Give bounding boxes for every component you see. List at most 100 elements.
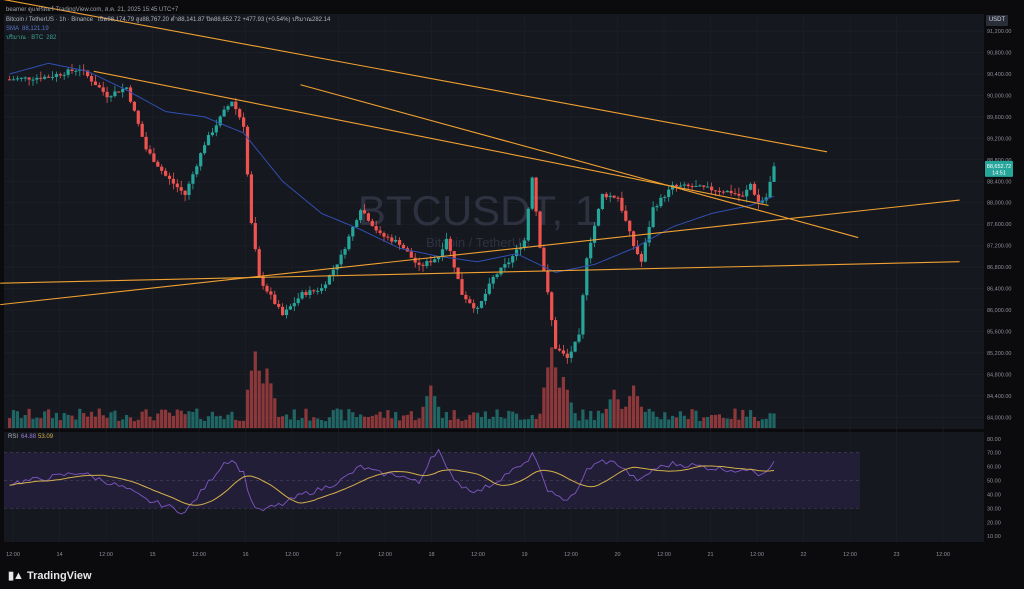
trendline xyxy=(300,84,859,239)
sma-label[interactable]: SMA xyxy=(6,26,20,32)
time-axis: 12:00 14 12:00 15 12:00 16 12:00 17 12:00 18 12:00… xyxy=(6,552,950,558)
candle-body xyxy=(230,101,234,107)
candle-body xyxy=(257,249,261,277)
volume-bar xyxy=(27,408,31,428)
candle-body xyxy=(472,303,476,309)
volume-bar xyxy=(125,414,129,428)
rsi-tick-label: 10.00 xyxy=(987,534,1001,540)
candle-body xyxy=(569,351,573,358)
trendline xyxy=(0,261,960,284)
candle-body xyxy=(382,233,386,237)
volume-bar xyxy=(97,408,101,428)
candle-body xyxy=(351,226,355,237)
volume-bar xyxy=(320,420,324,428)
candle-body xyxy=(659,197,663,207)
volume-bar xyxy=(374,414,378,428)
candle-body xyxy=(721,191,725,193)
volume-bar xyxy=(366,417,370,428)
watermark-symbol: BTCUSDT, 1 xyxy=(358,187,598,234)
volume-bar xyxy=(538,413,542,428)
tv-logo-icon: ▮▲ xyxy=(8,570,24,582)
volume-bar xyxy=(608,399,612,428)
volume-bar xyxy=(476,412,480,428)
legend-ohlc: เปิด88,174.79 สูง88,767.20 ต่ำ88,141.87 … xyxy=(97,17,331,23)
candle-body xyxy=(210,132,214,136)
candle-body xyxy=(589,242,593,259)
candle-body xyxy=(160,166,164,171)
candle-body xyxy=(74,70,78,72)
candle-body xyxy=(600,193,604,209)
volume-label[interactable]: ปริมาณ · BTC xyxy=(6,35,44,41)
volume-bar xyxy=(156,413,160,428)
candle-body xyxy=(249,174,253,224)
volume-bar xyxy=(659,419,663,428)
tradingview-logo[interactable]: ▮▲ TradingView xyxy=(8,569,92,582)
volume-bar xyxy=(144,409,148,428)
volume-bar xyxy=(74,419,78,428)
volume-bar xyxy=(323,421,328,428)
candle-body xyxy=(187,183,191,195)
candle-body xyxy=(737,193,741,196)
volume-bar xyxy=(760,419,764,428)
volume-bar xyxy=(573,413,577,428)
candle-body xyxy=(460,279,464,295)
volume-bar xyxy=(253,351,257,428)
volume-bar xyxy=(448,420,452,428)
candle-body xyxy=(58,74,62,76)
candle-body xyxy=(495,274,499,277)
price-axis: 91,200.00 90,800.00 90,400.00 90,000.00 89,6… xyxy=(987,29,1011,421)
candle-body xyxy=(152,153,156,162)
time-tick-label: 12:00 xyxy=(657,552,671,558)
rsi-tick-label: 40.00 xyxy=(987,492,1001,498)
volume-bar xyxy=(273,398,277,428)
volume-bar xyxy=(604,408,608,428)
volume-bar xyxy=(491,416,495,428)
candle-body xyxy=(156,161,160,167)
volume-bar xyxy=(550,347,554,428)
legend-symbol[interactable]: Bitcoin / TetherUS · 1h · Binance xyxy=(6,17,93,23)
volume-bar xyxy=(78,408,82,428)
price-tick-label: 90,000.00 xyxy=(987,93,1011,99)
volume-bar xyxy=(596,410,601,428)
volume-bar xyxy=(413,420,417,428)
rsi-value: 64.88 xyxy=(21,434,37,440)
rsi-tick-label: 20.00 xyxy=(987,520,1001,526)
volume-bar xyxy=(507,410,511,428)
candle-body xyxy=(214,125,218,133)
candle-body xyxy=(323,284,328,289)
currency-selector[interactable]: USDT xyxy=(986,15,1008,26)
volume-bar xyxy=(585,419,589,428)
time-tick-label: 12:00 xyxy=(99,552,113,558)
volume-bar xyxy=(409,411,413,428)
price-pane[interactable] xyxy=(4,14,984,429)
candle-body xyxy=(288,306,292,310)
rsi-label-text[interactable]: RSI xyxy=(8,434,19,440)
candle-body xyxy=(542,247,546,271)
candle-body xyxy=(362,210,367,214)
volume-bar xyxy=(632,385,636,428)
candle-body xyxy=(620,197,624,211)
candle-body xyxy=(47,76,51,78)
volume-bar xyxy=(343,420,347,428)
volume-bar xyxy=(593,419,597,428)
candle-body xyxy=(511,256,515,263)
candle-body xyxy=(15,78,19,80)
volume-bar xyxy=(175,409,179,428)
sma-line xyxy=(9,62,775,274)
candle-body xyxy=(581,295,585,335)
volume-bar xyxy=(398,420,402,428)
candle-body xyxy=(491,276,495,284)
volume-bar xyxy=(612,389,616,428)
volume-bar xyxy=(456,418,460,428)
candle-body xyxy=(97,85,101,88)
volume-bar xyxy=(245,389,250,428)
candle-body xyxy=(300,292,304,299)
candle-body xyxy=(628,220,632,232)
candle-body xyxy=(655,206,659,208)
candle-body xyxy=(643,242,647,262)
candle-body xyxy=(355,220,359,227)
candle-body xyxy=(132,101,136,111)
rsi-legend: RSI 64.88 53.09 xyxy=(8,434,53,440)
volume-bar xyxy=(479,417,484,428)
